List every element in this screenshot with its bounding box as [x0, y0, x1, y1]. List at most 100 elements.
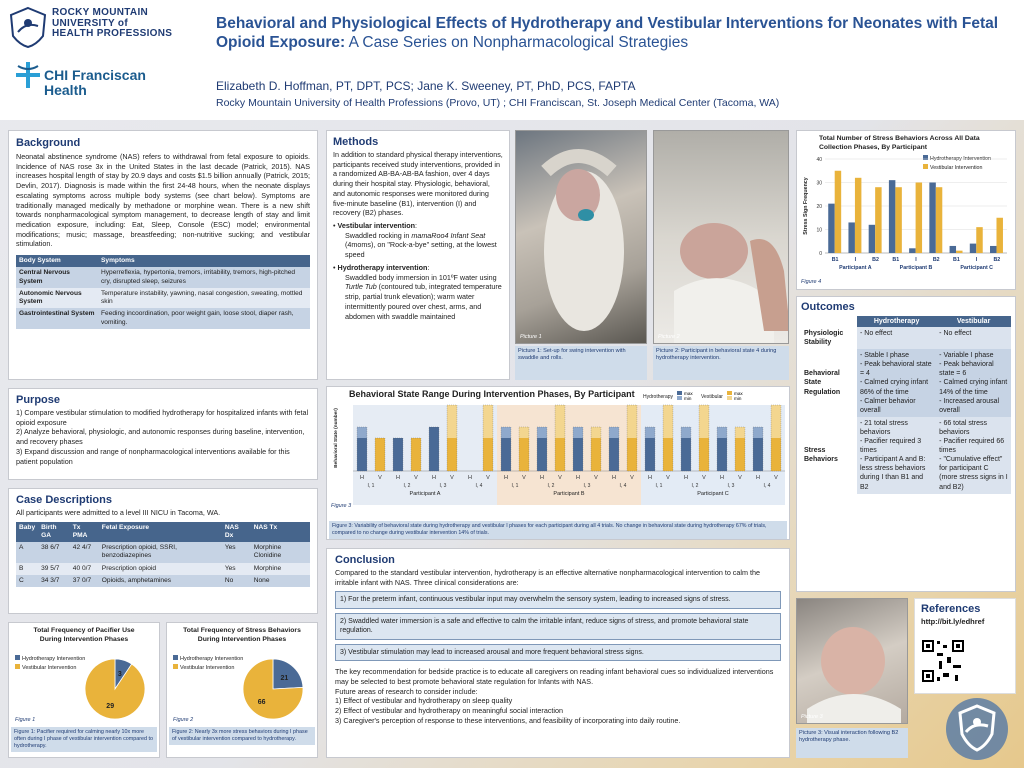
consideration-box: 3) Vestibular stimulation may lead to in…	[335, 643, 781, 662]
bar-outline	[554, 404, 566, 472]
bar-outline	[734, 426, 746, 472]
x-tick-label: H	[612, 475, 616, 481]
bar	[909, 248, 916, 253]
state-max-bar	[645, 427, 655, 438]
state-min-bar	[753, 438, 763, 471]
x-tick-label: B2	[993, 257, 1000, 263]
state-max-bar	[357, 427, 367, 438]
picture-tag: Picture 2	[658, 334, 680, 340]
table-row: Autonomic Nervous System Temperature inst…	[16, 287, 310, 309]
group-label: I, 2	[692, 483, 699, 489]
legend-label: max	[734, 391, 743, 396]
state-max-bar	[681, 427, 691, 438]
figure1-title: Total Frequency of Pacifier Use During I…	[13, 627, 155, 645]
chi-line: Health	[44, 82, 87, 99]
outcome-item: - Pacifier required 3 times	[860, 438, 922, 455]
participant-label: Participant A	[410, 491, 441, 497]
x-tick-label: V	[522, 475, 526, 481]
outcome-item: - Calmer behavior overall	[860, 397, 916, 414]
outcome-item: - 21 total stress behaviors	[860, 419, 908, 436]
table-cell: Morphine Clonidine	[250, 542, 310, 563]
state-min-bar	[681, 438, 691, 471]
y-tick-label: 20	[816, 204, 822, 210]
x-tick-label: V	[378, 475, 382, 481]
table-cell: Yes	[221, 562, 251, 575]
group-label: I, 3	[728, 483, 735, 489]
symptoms-table: Body System Symptoms Central Nervous Syst…	[16, 255, 310, 329]
participant-zone	[497, 405, 641, 505]
bar	[848, 222, 855, 253]
group-label: I, 2	[548, 483, 555, 489]
figure3-panel: Hydrotherapy max min Vestibular max min H V H V H V…	[326, 386, 790, 540]
state-max-bar	[663, 405, 673, 438]
state-max-bar	[501, 427, 511, 438]
table-row: Stress Behaviors - 21 total stress behav…	[801, 416, 1011, 494]
poster-title: Behavioral and Physiological Effects of …	[216, 14, 1006, 53]
group-label: I, 1	[368, 483, 375, 489]
bar-outline	[626, 404, 638, 472]
desc-part: Swaddled body immersion in 101ºF water u…	[345, 272, 497, 282]
group-label: Participant B	[900, 265, 933, 271]
bar	[929, 182, 936, 253]
bar-outline	[698, 404, 710, 472]
chi-line: CHI Franciscan	[44, 67, 146, 83]
references-link[interactable]: http://bit.ly/edhref	[921, 617, 985, 626]
pie-data-label: 66	[258, 699, 266, 706]
x-tick-label: B1	[953, 257, 960, 263]
cases-intro: All participants were admitted to a leve…	[16, 508, 221, 517]
participant-zone	[641, 405, 785, 505]
qr-code-icon[interactable]	[921, 639, 965, 683]
state-min-bar	[699, 438, 709, 471]
x-tick-label: V	[702, 475, 706, 481]
logo-line: HEALTH PROFESSIONS	[52, 28, 173, 39]
bar	[969, 243, 977, 253]
outcomes-panel: Outcomes Hydrotherapy Vestibular Physiol…	[796, 296, 1016, 592]
table-cell: 37 0/7	[69, 574, 99, 588]
methods-panel: Methods In addition to standard physical…	[326, 130, 510, 380]
bar	[990, 245, 997, 253]
conclusion-panel: Conclusion Compared to the standard vest…	[326, 548, 790, 758]
section-heading: Purpose	[16, 394, 61, 406]
section-heading: Conclusion	[335, 554, 395, 566]
outcome-item: - Peak behavioral state = 6	[939, 361, 994, 378]
bar-outline	[518, 426, 530, 472]
table-cell: Central Nervous System	[16, 267, 98, 288]
state-min-bar	[717, 438, 727, 471]
desc-part: Swaddled rocking in	[345, 230, 412, 240]
x-tick-label: B1	[892, 257, 899, 263]
table-row: Central Nervous System Hyperreflexia, hyp…	[16, 267, 310, 288]
purpose-item: 3) Expand discussion and range of nonpha…	[16, 446, 290, 466]
desc-part: (4moms), on "Rock-a-bye" setting, at the…	[345, 240, 497, 260]
x-tick-label: V	[558, 475, 562, 481]
desc-part: mamaRoo4 Infant Seat	[411, 230, 486, 240]
table-cell: Morphine	[250, 562, 310, 575]
figure-label: Figure 4	[801, 279, 822, 285]
pie-slice	[272, 658, 304, 690]
bar-outline	[500, 426, 512, 472]
column-header: Birth GA	[38, 521, 70, 543]
state-min-bar	[429, 427, 439, 471]
x-tick-label: H	[360, 475, 364, 481]
table-header-row: Baby Birth GA Tx PMA Fetal Exposure NAS …	[16, 521, 310, 543]
chi-logo-text: CHI Franciscan Health	[44, 67, 146, 99]
legend-swatch	[727, 391, 732, 395]
picture3-photo: Picture 3	[796, 598, 908, 724]
figure4-title: Total Number of Stress Behaviors Across …	[801, 135, 1011, 153]
legend-label: Vestibular Intervention	[930, 165, 982, 171]
state-max-bar	[627, 405, 637, 438]
purpose-item: 1) Compare vestibular stimulation to mod…	[16, 408, 309, 427]
x-tick-label: H	[504, 475, 508, 481]
legend-label: Vestibular Intervention	[22, 665, 76, 671]
consideration-box: 2) Swaddled water immersion is a safe an…	[335, 612, 781, 640]
x-tick-label: V	[774, 475, 778, 481]
column-header: Body System	[16, 255, 98, 268]
table-cell: B	[16, 562, 39, 575]
figure-caption: Figure 2: Nearly 3x more stress behavior…	[169, 727, 315, 746]
state-min-bar	[609, 438, 619, 471]
x-tick-label: H	[468, 475, 472, 481]
outcome-item: - Stable I phase	[860, 352, 910, 360]
vestibular-item: • Vestibular intervention:	[333, 221, 417, 231]
table-row: B 39 5/7 40 0/7 Prescription opioid Yes Morph…	[16, 562, 310, 575]
participant-zone	[353, 405, 497, 505]
chart-title-line: Total Frequency of Stress Behaviors	[183, 627, 301, 634]
